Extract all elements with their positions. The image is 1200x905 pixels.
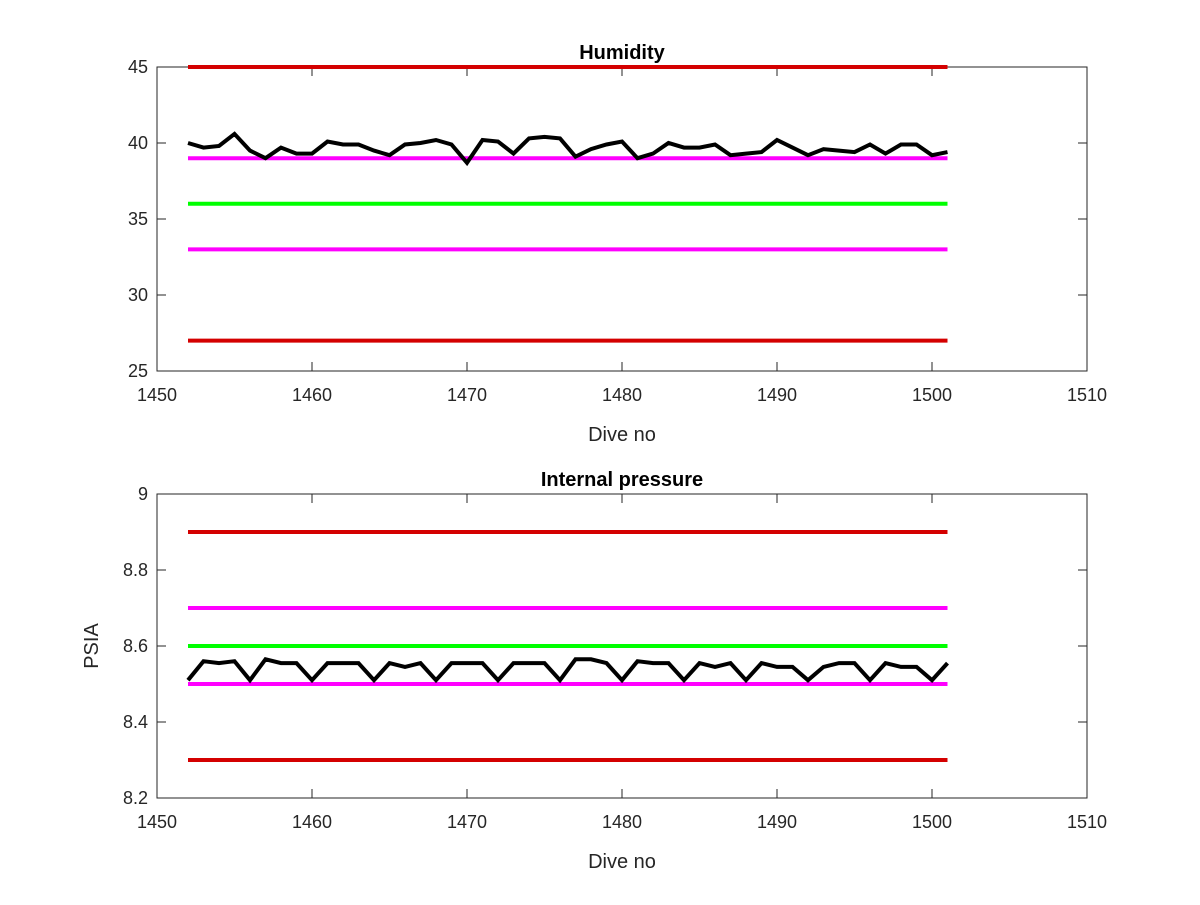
pressure-xtick-label: 1480: [602, 812, 642, 832]
pressure-ytick-label: 8.4: [123, 712, 148, 732]
pressure-plot: 1450 1460 1470 1480 1490 1500 1510 8.2 8.4 8.6 8.8…: [81, 469, 1107, 873]
humidity-title: Humidity: [579, 42, 665, 64]
humidity-xtick-label: 1450: [137, 385, 177, 405]
pressure-ytick-label: 8.2: [123, 788, 148, 808]
humidity-xtick-label: 1470: [447, 385, 487, 405]
pressure-title: Internal pressure: [541, 469, 703, 491]
humidity-ytick-label: 30: [128, 285, 148, 305]
humidity-xtick-label: 1500: [912, 385, 952, 405]
humidity-data-line: [187, 131, 948, 167]
humidity-xtick-label: 1460: [292, 385, 332, 405]
humidity-ytick-label: 40: [128, 133, 148, 153]
pressure-xtick-label: 1470: [447, 812, 487, 832]
pressure-ylabel: PSIA: [81, 623, 103, 669]
pressure-data-line: [186, 657, 949, 684]
pressure-xtick-label: 1460: [292, 812, 332, 832]
humidity-xtick-label: 1510: [1067, 385, 1107, 405]
humidity-ytick-label: 25: [128, 361, 148, 381]
humidity-plot: 1450 1460 1470 1480 1490 1500 1510 25 30 35 40 45 Hu…: [128, 42, 1107, 446]
humidity-xtick-label: 1480: [602, 385, 642, 405]
pressure-ytick-label: 9: [138, 484, 148, 504]
pressure-ytick-label: 8.6: [123, 636, 148, 656]
pressure-ytick-label: 8.8: [123, 560, 148, 580]
humidity-xtick-label: 1490: [757, 385, 797, 405]
humidity-ytick-label: 35: [128, 209, 148, 229]
humidity-ytick-label: 45: [128, 57, 148, 77]
pressure-xtick-label: 1490: [757, 812, 797, 832]
pressure-xtick-label: 1510: [1067, 812, 1107, 832]
pressure-xtick-label: 1500: [912, 812, 952, 832]
pressure-xtick-label: 1450: [137, 812, 177, 832]
pressure-xlabel: Dive no: [588, 851, 656, 873]
humidity-xlabel: Dive no: [588, 424, 656, 446]
humidity-axes-box: [156, 66, 1088, 372]
